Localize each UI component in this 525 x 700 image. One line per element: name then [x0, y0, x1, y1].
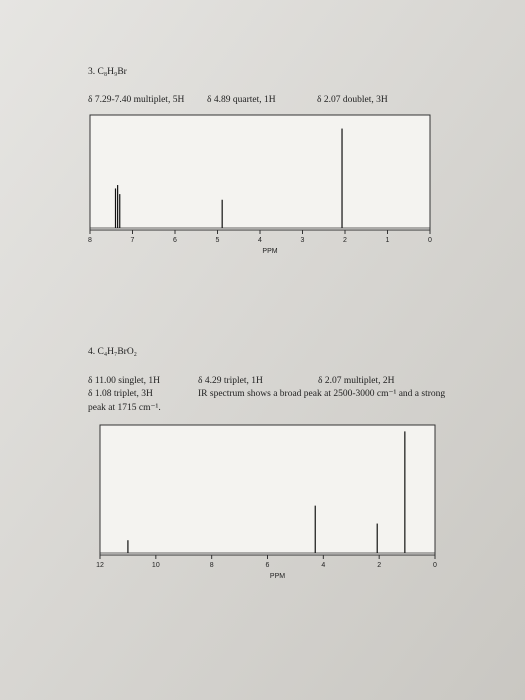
nmr-note: peak at 1715 cm⁻¹. — [88, 403, 161, 413]
tick-label: 8 — [88, 237, 92, 244]
tick-label: 4 — [258, 237, 262, 244]
axis-label: PPM — [270, 573, 285, 580]
spectrum-frame — [89, 114, 431, 231]
tick-label: 1 — [386, 237, 390, 244]
tick-label: 6 — [173, 237, 177, 244]
nmr-note: δ 11.00 singlet, 1H — [88, 376, 160, 386]
nmr-note: δ 2.07 doublet, 3H — [317, 95, 388, 105]
tick-label: 10 — [152, 562, 160, 569]
tick-label: 7 — [131, 237, 135, 244]
tick-label: 5 — [216, 237, 220, 244]
tick-label: 4 — [321, 562, 325, 569]
axis-label: PPM — [262, 248, 277, 255]
nmr-note: δ 4.29 triplet, 1H — [198, 376, 263, 386]
spectrum-frame — [99, 424, 436, 556]
tick-label: 8 — [210, 562, 214, 569]
nmr-note: δ 2.07 multiplet, 2H — [318, 376, 395, 386]
tick-label: 6 — [266, 562, 270, 569]
nmr-note: δ 7.29-7.40 multiplet, 5H — [88, 95, 184, 105]
tick-label: 3 — [301, 237, 305, 244]
tick-label: 0 — [433, 562, 437, 569]
tick-label: 2 — [377, 562, 381, 569]
tick-label: 0 — [428, 237, 432, 244]
problem-title: 3. C₈H₉Br — [88, 67, 128, 77]
tick-label: 2 — [343, 237, 347, 244]
nmr-note: IR spectrum shows a broad peak at 2500-3… — [198, 389, 445, 399]
nmr-note: δ 1.08 triplet, 3H — [88, 389, 153, 399]
problem-title: 4. C₄H₇BrO₂ — [88, 347, 137, 357]
nmr-note: δ 4.89 quartet, 1H — [207, 95, 276, 105]
tick-label: 12 — [96, 562, 104, 569]
